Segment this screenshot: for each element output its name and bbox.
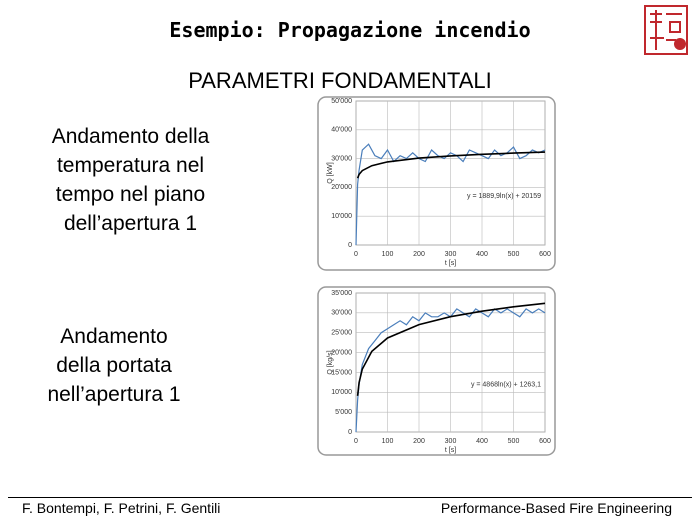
x-axis-label: t [s] <box>445 260 456 267</box>
trend-line <box>356 151 546 179</box>
text-line: Andamento della <box>51 125 210 148</box>
x-tick-label: 500 <box>508 251 520 258</box>
trend-line <box>356 302 546 396</box>
y-tick-label: 35'000 <box>331 290 352 297</box>
text-line: della portata <box>56 354 172 377</box>
text-line: tempo nel piano <box>55 183 206 206</box>
y-tick-label: 20'000 <box>331 349 352 356</box>
y-tick-label: 25'000 <box>331 330 352 337</box>
y-tick-label: 10'000 <box>331 213 352 220</box>
x-tick-label: 600 <box>539 251 551 258</box>
y-tick-label: 10'000 <box>331 389 352 396</box>
equation-label: y = 1889,9ln(x) + 20159 <box>467 193 541 200</box>
text-block: Andamento della portata nell’apertura 1 <box>14 322 214 409</box>
y-tick-label: 20'000 <box>331 184 352 191</box>
x-tick-label: 400 <box>476 251 488 258</box>
y-axis-label: Q [kW] <box>327 162 334 183</box>
x-tick-label: 300 <box>445 438 457 445</box>
footer-left: F. Bontempi, F. Petrini, F. Gentili <box>22 500 221 516</box>
text-line: dell’apertura 1 <box>63 212 198 235</box>
x-tick-label: 600 <box>539 438 551 445</box>
x-tick-label: 500 <box>508 438 520 445</box>
logo <box>644 5 688 55</box>
x-tick-label: 300 <box>445 251 457 258</box>
equation-label: y = 4868ln(x) + 1263,1 <box>471 382 541 389</box>
y-tick-label: 5'000 <box>335 409 352 416</box>
x-tick-label: 0 <box>354 438 358 445</box>
x-tick-label: 400 <box>476 438 488 445</box>
data-line <box>355 143 546 246</box>
data-line <box>355 308 546 433</box>
text-block: Andamento della temperatura nel tempo ne… <box>18 122 243 238</box>
x-axis-label: t [s] <box>445 447 456 454</box>
footer-right: Performance-Based Fire Engineering <box>440 500 672 516</box>
x-tick-label: 200 <box>413 438 425 445</box>
y-tick-label: 50'000 <box>331 98 352 105</box>
y-tick-label: 15'000 <box>331 369 352 376</box>
slide-title: Esempio: Propagazione incendio <box>169 18 531 42</box>
footer-rule <box>8 497 692 498</box>
slide-subtitle: PARAMETRI FONDAMENTALI <box>188 68 492 93</box>
x-tick-label: 100 <box>382 438 394 445</box>
x-tick-label: 100 <box>382 251 394 258</box>
y-tick-label: 40'000 <box>331 127 352 134</box>
y-tick-label: 0 <box>348 429 352 436</box>
text-line: Andamento <box>60 325 168 348</box>
y-tick-label: 30'000 <box>331 310 352 317</box>
text-line: temperatura nel <box>56 154 205 177</box>
x-tick-label: 0 <box>354 251 358 258</box>
text-line: nell’apertura 1 <box>47 383 181 406</box>
x-tick-label: 200 <box>413 251 425 258</box>
y-tick-label: 30'000 <box>331 155 352 162</box>
y-tick-label: 0 <box>348 242 352 249</box>
y-axis-label: Q [kg/s] <box>327 350 334 374</box>
